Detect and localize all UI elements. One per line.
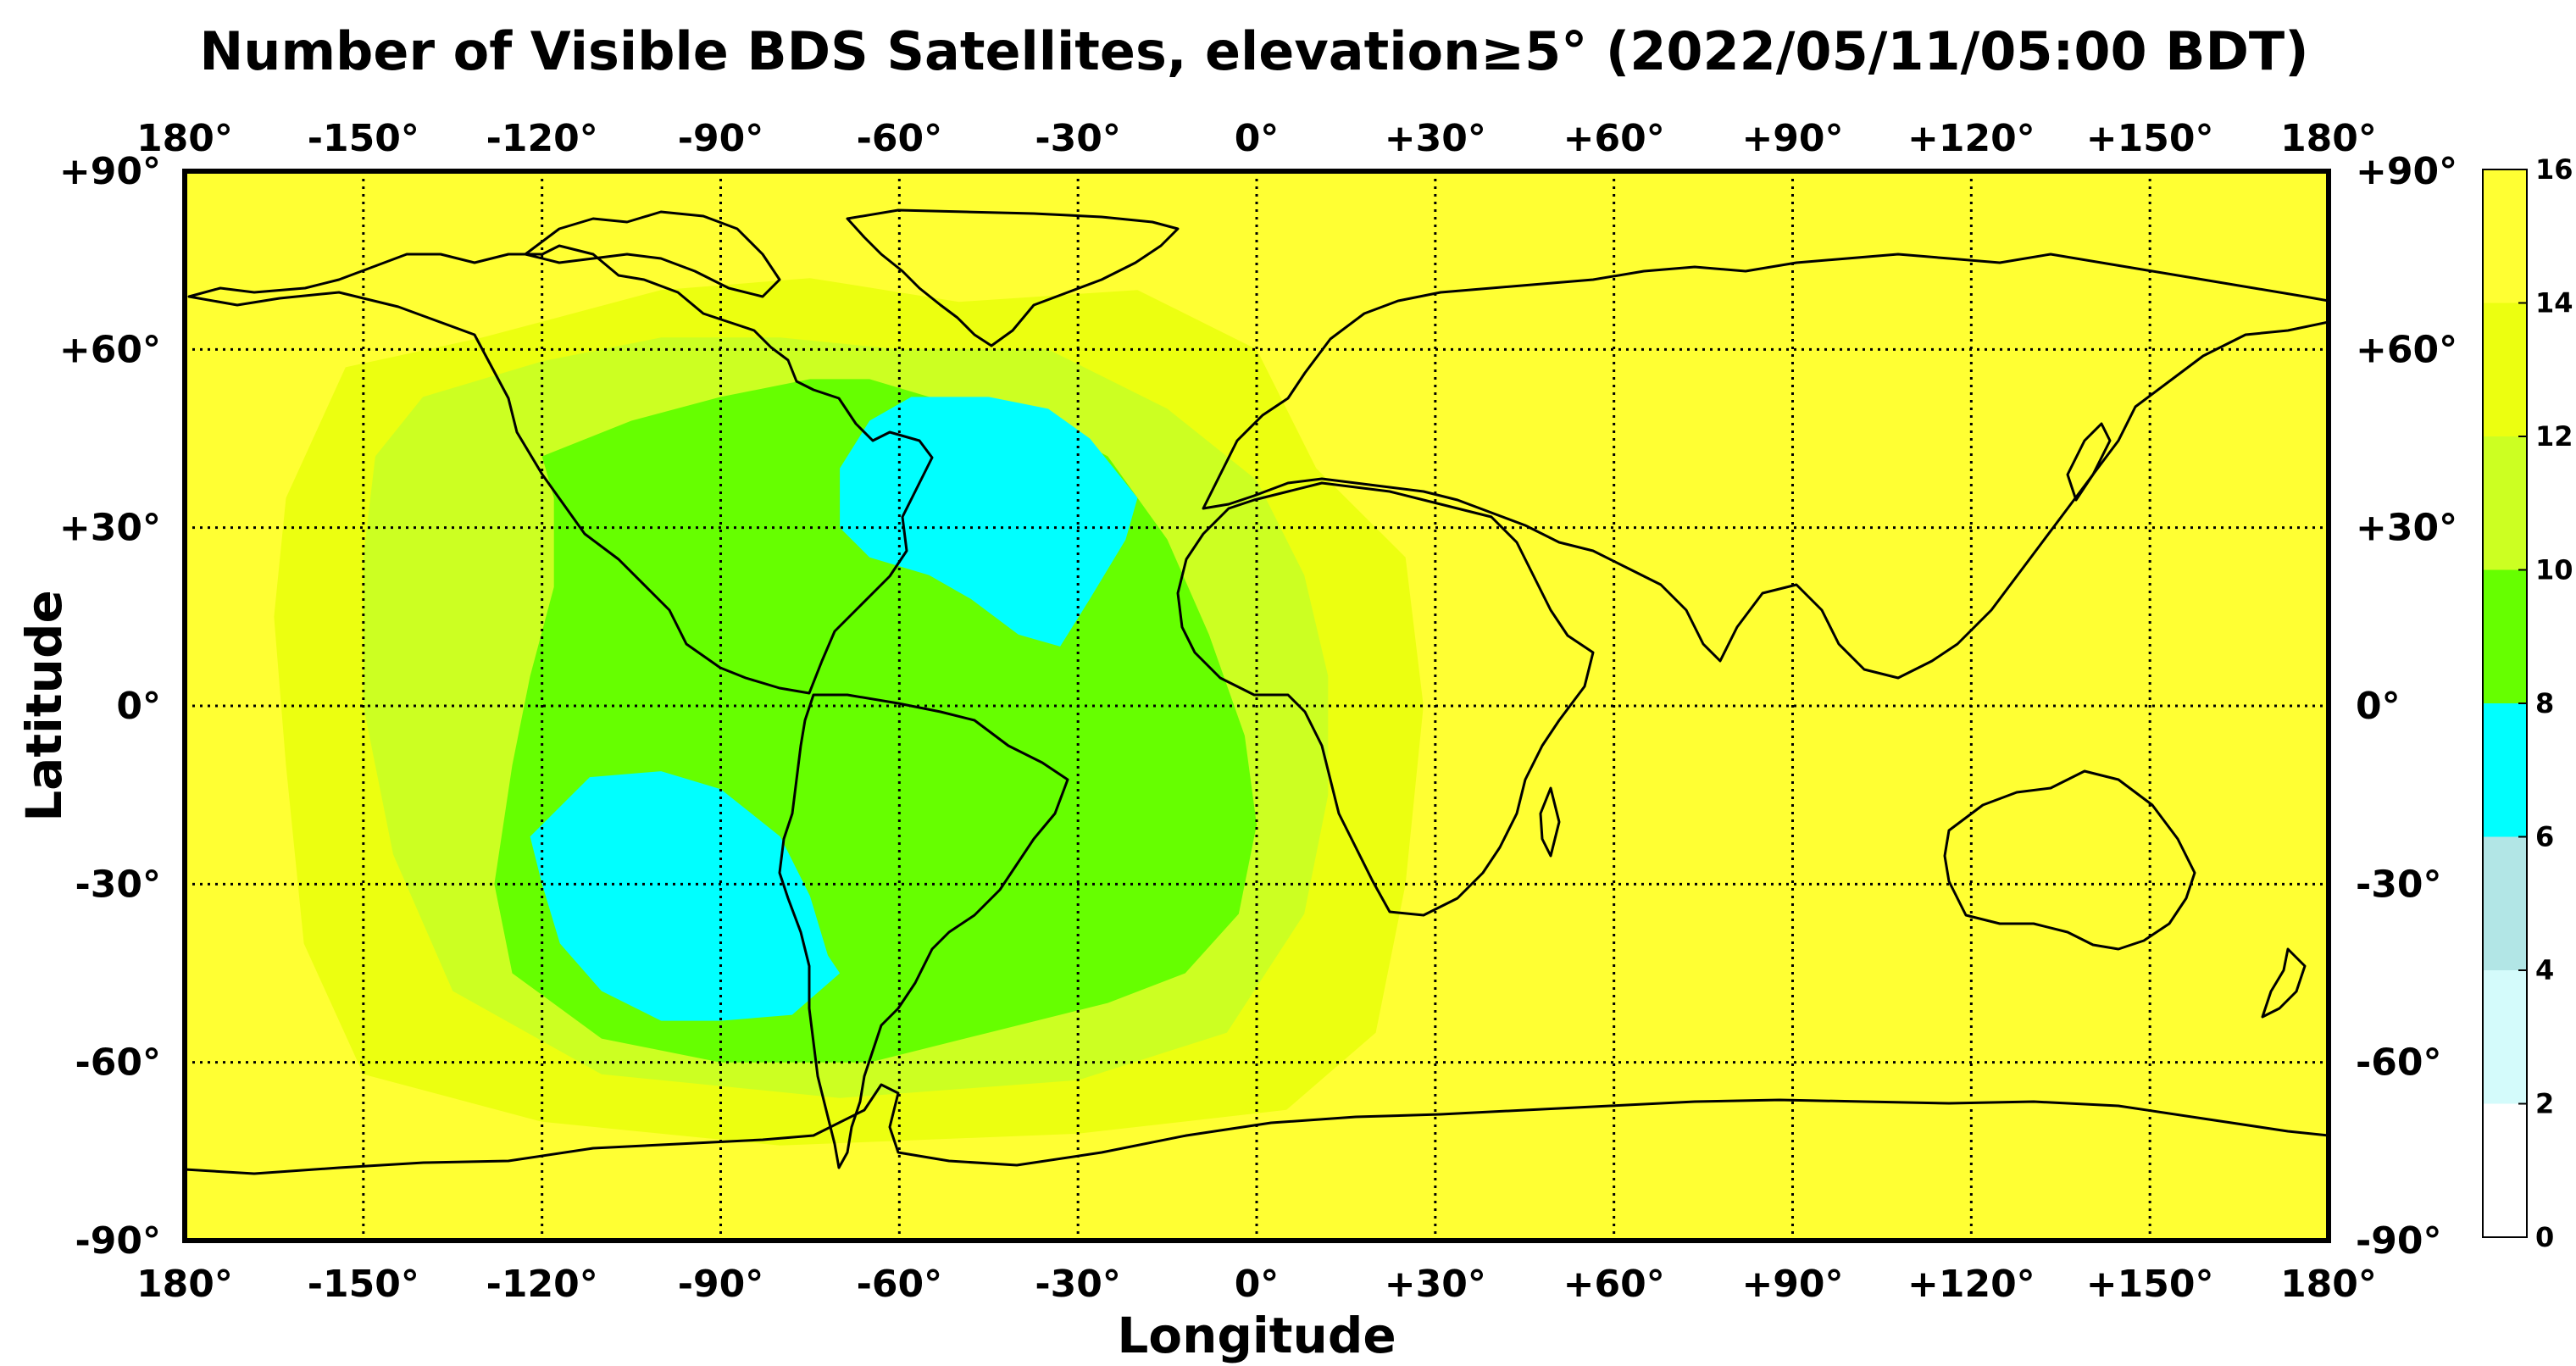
coastline-greenland <box>846 208 1180 347</box>
colorbar-band-2 <box>2483 836 2527 970</box>
left-lat-tick-label: 0° <box>116 685 161 728</box>
colorbar-band-5 <box>2483 436 2527 570</box>
coastline-australia <box>1943 769 2196 951</box>
colorbar-tick-label: 10 <box>2535 554 2573 586</box>
top-lon-tick-label: 180° <box>2280 117 2377 160</box>
colorbar-band-4 <box>2483 569 2527 703</box>
top-lon-tick-label: 180° <box>136 117 233 160</box>
plot-frame <box>182 169 2331 1243</box>
bottom-lon-tick-label: +60° <box>1563 1263 1665 1306</box>
heatmap-region-3 <box>840 397 1138 647</box>
bottom-lon-tick-label: 180° <box>2280 1263 2377 1306</box>
colorbar-tick-label: 2 <box>2535 1088 2554 1120</box>
bottom-lon-tick-label: +90° <box>1741 1263 1843 1306</box>
left-lat-tick-label: -60° <box>75 1041 162 1085</box>
bottom-lon-tick-label: +30° <box>1385 1263 1486 1306</box>
colorbar-tick-label: 8 <box>2535 687 2554 719</box>
top-lon-tick-label: -60° <box>857 117 943 160</box>
right-lat-tick-label: +30° <box>2356 507 2457 550</box>
colorbar-tick-label: 14 <box>2535 287 2573 319</box>
bottom-lon-tick-label: -90° <box>678 1263 764 1306</box>
coastline-antarctica <box>185 1083 2329 1175</box>
top-lon-tick-label: +150° <box>2086 117 2214 160</box>
coastline-eurasia <box>1202 253 2329 680</box>
coastline-arctic-islands <box>524 210 781 298</box>
top-lon-tick-label: -150° <box>308 117 419 160</box>
colorbar-band-0 <box>2483 1103 2527 1237</box>
top-lon-tick-label: -30° <box>1035 117 1121 160</box>
axis-ticks: 180° 180° -150° -150° -120° -120° -90° -90° -60°… <box>59 117 2457 1306</box>
right-lat-tick-label: +60° <box>2356 328 2457 371</box>
colorbar-tick-label: 12 <box>2535 420 2573 453</box>
top-lon-tick-label: +120° <box>1907 117 2035 160</box>
gridlines <box>185 171 2329 1241</box>
heatmap-region-4 <box>530 771 841 1021</box>
colorbar-band-6 <box>2483 303 2527 436</box>
top-lon-tick-label: +60° <box>1563 117 1665 160</box>
colorbar: 0 2 4 6 8 10 12 14 16 <box>2482 153 2573 1253</box>
colorbar-tick-label: 4 <box>2535 954 2554 986</box>
coastlines <box>185 208 2329 1175</box>
top-lon-tick-label: -120° <box>486 117 598 160</box>
chart-title: Number of Visible BDS Satellites, elevat… <box>199 20 2308 82</box>
colorbar-tick-label: 0 <box>2535 1221 2554 1253</box>
right-lat-tick-label: +90° <box>2356 150 2457 193</box>
x-axis-label: Longitude <box>1117 1307 1396 1364</box>
top-lon-tick-label: +30° <box>1385 117 1486 160</box>
colorbar-tick-label: 6 <box>2535 821 2554 853</box>
colorbar-band-7 <box>2483 169 2527 303</box>
right-lat-tick-label: -90° <box>2356 1219 2442 1263</box>
left-lat-tick-label: -30° <box>75 863 162 906</box>
right-lat-tick-label: 0° <box>2356 685 2401 728</box>
bottom-lon-tick-label: -150° <box>308 1263 419 1306</box>
top-lon-tick-label: 0° <box>1235 117 1280 160</box>
top-lon-tick-label: -90° <box>678 117 764 160</box>
left-lat-tick-label: +90° <box>59 150 161 193</box>
colorbar-band-3 <box>2483 703 2527 837</box>
top-lon-tick-label: +90° <box>1741 117 1843 160</box>
coastline-africa <box>1176 481 1595 917</box>
heatmap-regions <box>274 278 1424 1146</box>
left-lat-tick-label: +60° <box>59 328 161 371</box>
bottom-lon-tick-label: 0° <box>1235 1263 1280 1306</box>
colorbar-tick-label: 16 <box>2535 153 2573 186</box>
y-axis-label: Latitude <box>15 590 73 822</box>
right-lat-tick-label: -60° <box>2356 1041 2442 1085</box>
left-lat-tick-label: +30° <box>59 507 161 550</box>
bottom-lon-tick-label: 180° <box>136 1263 233 1306</box>
left-lat-tick-label: -90° <box>75 1219 162 1263</box>
coastline-north-america <box>187 244 934 695</box>
plot-area <box>185 171 2329 1241</box>
coastline-madagascar <box>1539 786 1561 858</box>
bottom-lon-tick-label: +120° <box>1907 1263 2035 1306</box>
coastline-new-zealand <box>2261 947 2307 1019</box>
bottom-lon-tick-label: -30° <box>1035 1263 1121 1306</box>
bottom-lon-tick-label: +150° <box>2086 1263 2214 1306</box>
bottom-lon-tick-label: -120° <box>486 1263 598 1306</box>
right-lat-tick-label: -30° <box>2356 863 2442 906</box>
coastline-japan <box>2066 422 2112 502</box>
coastline-south-america <box>778 693 1069 1169</box>
colorbar-band-1 <box>2483 970 2527 1104</box>
bottom-lon-tick-label: -60° <box>857 1263 943 1306</box>
